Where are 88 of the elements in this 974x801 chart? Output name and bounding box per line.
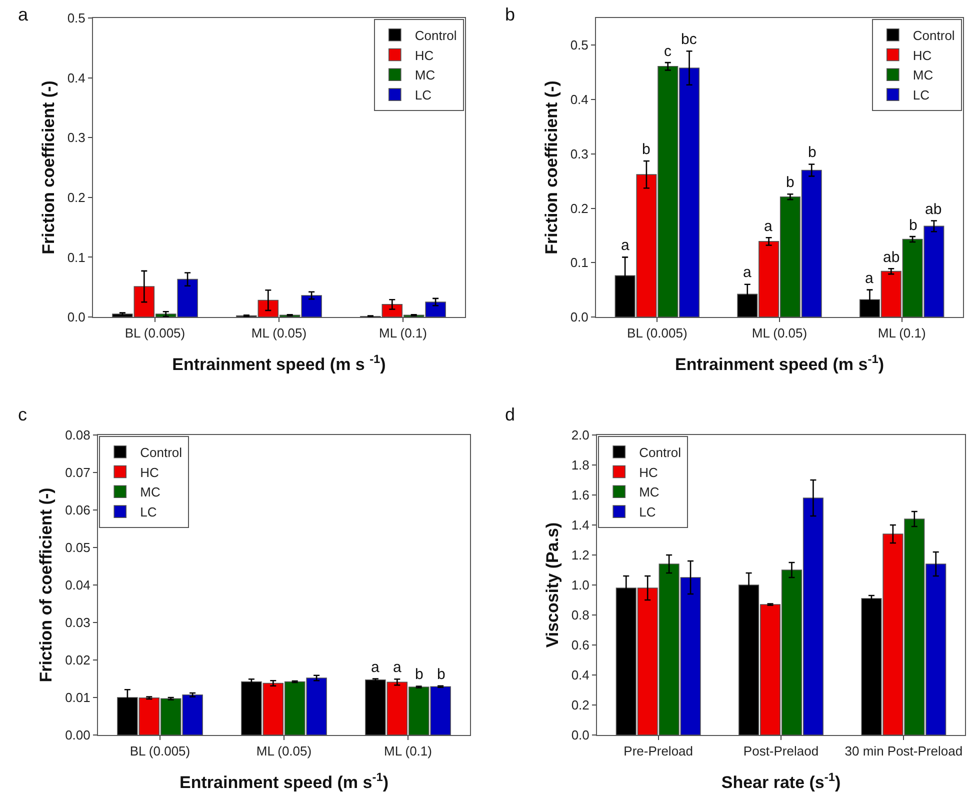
- y-tick-label: 0.05: [65, 540, 90, 556]
- x-axis-title: Entrainment speed (m s$^{-1}$): [180, 770, 388, 792]
- y-tick-label: 1.2: [571, 548, 590, 563]
- x-axis-title: Entrainment speed (m s$^{-1}$): [675, 352, 884, 374]
- y-tick-label: 1.0: [571, 578, 590, 593]
- legend-label: HC: [140, 464, 159, 480]
- y-tick-label: 0.5: [67, 10, 86, 26]
- annotation: a: [393, 659, 402, 676]
- y-tick-label: 2.0: [571, 428, 590, 443]
- y-axis-title: Friction coefficient (-): [542, 80, 561, 254]
- x-tick-label: 30 min Post-Preload: [844, 744, 963, 759]
- x-tick-label: ML (0.05): [251, 326, 307, 341]
- y-axis-title: Friction coefficient (-): [38, 80, 58, 254]
- y-tick-label: 0.0: [67, 310, 86, 325]
- annotation: b: [642, 141, 650, 158]
- annotation: a: [621, 237, 630, 254]
- x-tick-label: ML (0.05): [752, 326, 808, 341]
- y-tick-label: 0.4: [571, 668, 590, 683]
- annotation: b: [415, 666, 424, 683]
- y-axis-title: Friction of coefficient (-): [36, 488, 56, 682]
- y-axis-title: Viscosity (Pa.s): [542, 522, 562, 648]
- annotation: bc: [681, 31, 698, 48]
- x-tick-label: BL (0.005): [130, 744, 190, 759]
- legend-label: HC: [414, 48, 434, 63]
- y-tick-label: 1.4: [571, 518, 590, 533]
- annotation: ab: [925, 201, 942, 218]
- annotation: c: [664, 43, 672, 60]
- x-tick-label: BL (0.005): [124, 326, 186, 341]
- x-tick-label: Post-Prelaod: [743, 744, 819, 759]
- legend-label: Control: [414, 28, 457, 43]
- annotation: b: [808, 144, 816, 161]
- y-tick-label: 0.01: [65, 690, 90, 706]
- x-axis-title: Shear rate (s$^{-1}$): [721, 770, 841, 792]
- x-axis-title: Entrainment speed (m s $^{-1}$): [172, 352, 386, 374]
- y-tick-label: 0.00: [65, 728, 90, 743]
- y-tick-label: 0.8: [571, 608, 590, 623]
- legend-label: MC: [639, 484, 660, 500]
- legend-label: Control: [140, 444, 182, 460]
- x-tick-label: ML (0.1): [878, 326, 926, 341]
- chart-title: c: [18, 404, 27, 425]
- legend-label: LC: [140, 504, 157, 520]
- y-tick-label: 0.1: [570, 255, 588, 270]
- y-tick-label: 0.2: [570, 200, 588, 216]
- annotation: a: [764, 218, 773, 235]
- annotation: b: [786, 174, 794, 191]
- y-tick-label: 0.04: [65, 578, 90, 593]
- y-tick-label: 0.3: [67, 130, 86, 146]
- y-tick-label: 0.0: [571, 728, 590, 743]
- y-tick-label: 0.2: [67, 190, 86, 205]
- y-tick-label: 0.4: [570, 92, 588, 108]
- y-tick-label: 0.03: [65, 615, 90, 630]
- chart-title: a: [18, 4, 29, 25]
- legend-label: Control: [639, 444, 682, 460]
- y-tick-label: 0.0: [570, 310, 588, 325]
- y-tick-label: 0.1: [67, 250, 86, 265]
- y-tick-label: 0.08: [65, 428, 90, 443]
- legend-label: MC: [140, 484, 160, 500]
- y-tick-label: 0.02: [65, 652, 90, 668]
- legend-label: MC: [912, 68, 934, 83]
- x-tick-label: ML (0.1): [379, 326, 427, 341]
- y-tick-label: 0.5: [570, 38, 588, 53]
- x-tick-label: BL (0.005): [627, 326, 688, 341]
- legend-label: HC: [912, 48, 932, 63]
- annotation: ab: [883, 249, 900, 266]
- legend-label: MC: [414, 68, 436, 83]
- x-tick-label: Pre-Preload: [624, 744, 694, 759]
- annotation: a: [743, 264, 752, 281]
- annotation: a: [865, 270, 874, 287]
- y-tick-label: 0.3: [570, 146, 588, 162]
- y-tick-label: 1.6: [571, 488, 590, 503]
- chart-title: b: [505, 4, 516, 25]
- y-tick-label: 0.2: [571, 698, 590, 713]
- y-tick-label: 0.07: [65, 465, 90, 480]
- y-tick-label: 0.4: [67, 70, 86, 86]
- chart-title: d: [505, 404, 516, 425]
- legend-label: LC: [912, 88, 930, 103]
- annotation: a: [371, 659, 380, 676]
- legend-label: LC: [414, 88, 432, 103]
- annotation: b: [437, 666, 446, 683]
- x-tick-label: ML (0.05): [256, 744, 312, 759]
- y-tick-label: 0.06: [65, 502, 90, 518]
- legend-label: LC: [639, 504, 656, 520]
- x-tick-label: ML (0.1): [384, 744, 432, 759]
- y-tick-label: 0.6: [571, 638, 590, 653]
- legend-label: Control: [912, 28, 955, 43]
- y-tick-label: 1.8: [571, 458, 590, 473]
- annotation: b: [909, 217, 918, 234]
- legend-label: HC: [639, 464, 658, 480]
